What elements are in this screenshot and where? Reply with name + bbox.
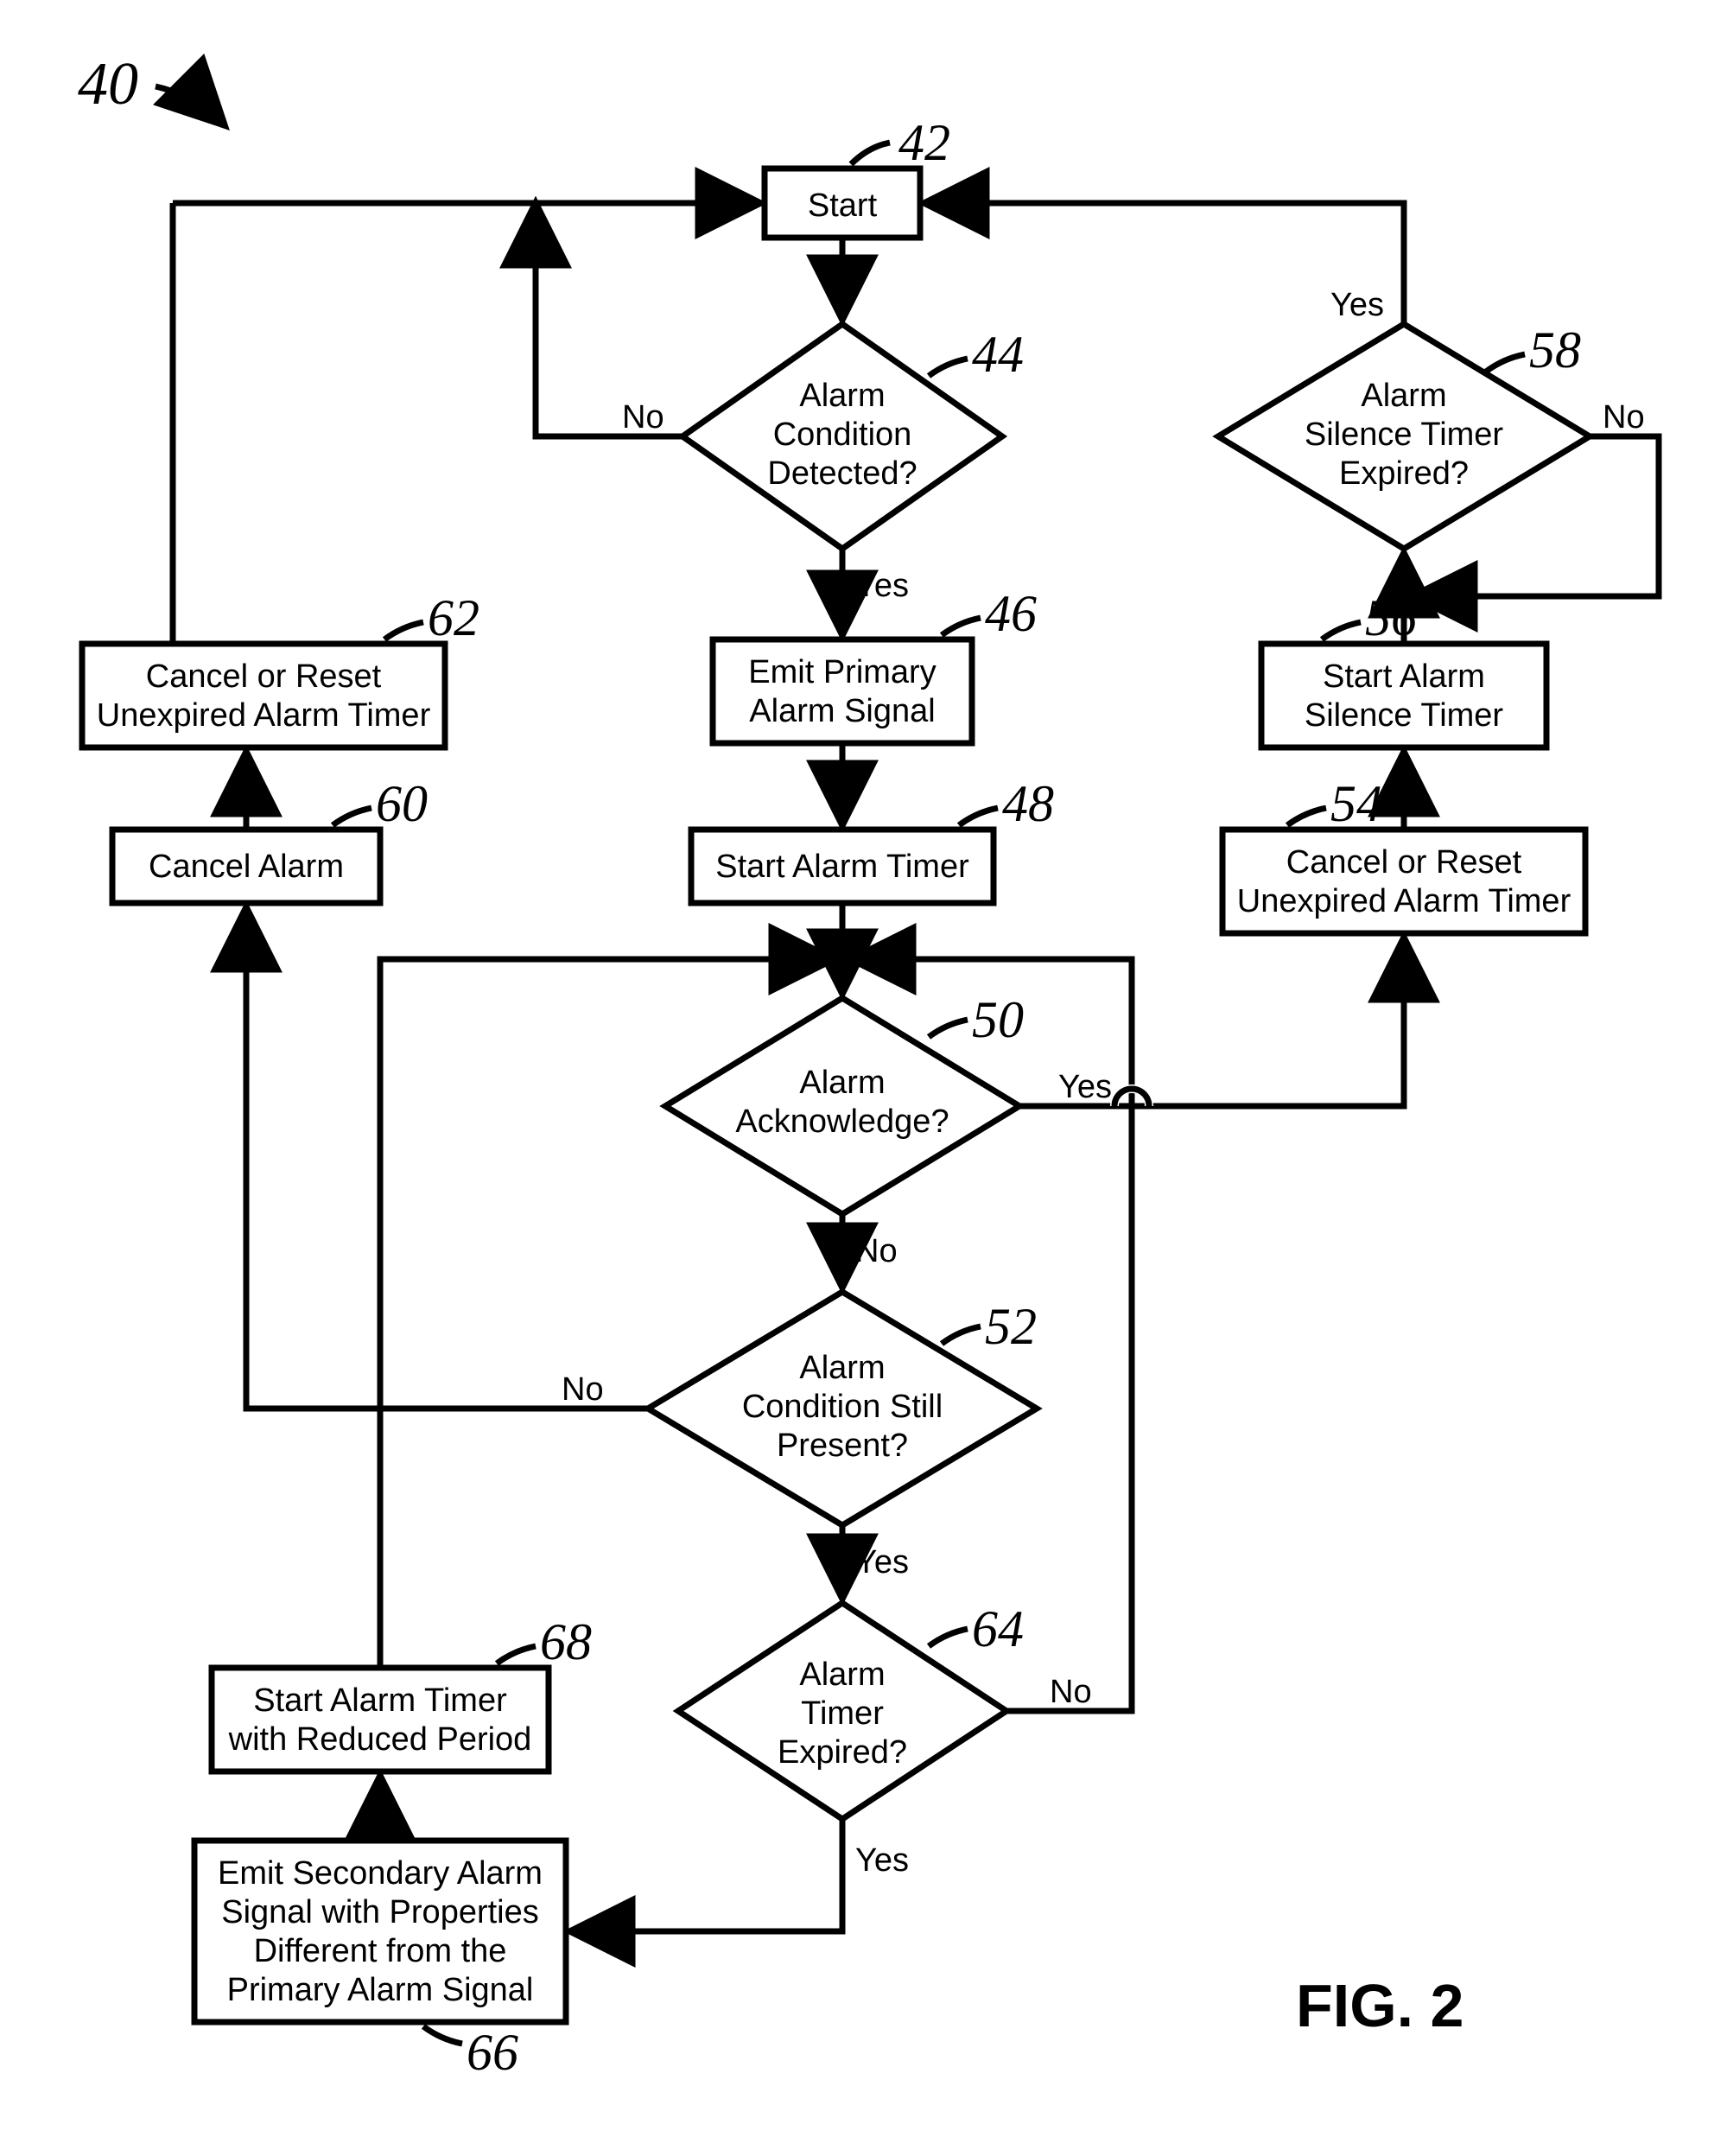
n58-l1: Alarm: [1361, 378, 1446, 414]
n60-l1: Cancel Alarm: [149, 849, 344, 885]
n52-l1: Alarm: [799, 1350, 885, 1386]
n64-l3: Expired?: [778, 1734, 907, 1771]
ref-46: 46: [985, 585, 1037, 642]
n46-l1: Emit Primary: [748, 654, 936, 690]
lbl-64-no: No: [1050, 1674, 1092, 1710]
lbl-50-yes: Yes: [1058, 1069, 1112, 1105]
ref-hook-56: [1322, 622, 1361, 639]
lbl-44-yes: Yes: [855, 568, 909, 604]
n66-l2: Signal with Properties: [221, 1894, 539, 1930]
n54-l1: Cancel or Reset: [1286, 844, 1522, 881]
ref-hook-46: [942, 618, 981, 635]
ref-64: 64: [972, 1600, 1024, 1657]
ref-hook-50: [929, 1020, 968, 1037]
edge-52-no: [246, 907, 648, 1409]
ref-52: 52: [985, 1298, 1037, 1355]
ref-56: 56: [1365, 589, 1417, 646]
ref-hook-62: [384, 622, 423, 639]
n58-l3: Expired?: [1339, 455, 1469, 492]
ref-hook-58: [1486, 354, 1525, 372]
lbl-44-no: No: [622, 399, 664, 436]
ref-hook-68: [497, 1646, 536, 1663]
ref-44: 44: [972, 326, 1024, 383]
ref-arrow-icon: [156, 86, 225, 125]
ref-hook-60: [333, 808, 371, 825]
lbl-58-yes: Yes: [1330, 287, 1384, 323]
flowchart-svg: 40 Start 42 Alarm Condition Detected? 44…: [0, 0, 1727, 2156]
ref-58: 58: [1529, 321, 1581, 378]
lbl-52-no: No: [562, 1371, 604, 1408]
n50-l1: Alarm: [799, 1065, 885, 1101]
ref-hook-52: [942, 1326, 981, 1344]
n44-l3: Detected?: [767, 455, 917, 492]
figure-ref-40: 40: [78, 51, 138, 118]
n52-l2: Condition Still: [742, 1389, 943, 1425]
ref-hook-44: [929, 359, 968, 376]
n44-l1: Alarm: [799, 378, 885, 414]
n58-l2: Silence Timer: [1305, 417, 1504, 453]
n48-l1: Start Alarm Timer: [715, 849, 969, 885]
n62-l2: Unexpired Alarm Timer: [97, 697, 431, 734]
n68-l1: Start Alarm Timer: [253, 1682, 507, 1719]
n64-l1: Alarm: [799, 1657, 885, 1693]
ref-48: 48: [1002, 775, 1054, 832]
ref-hook-54: [1287, 808, 1326, 825]
ref-66: 66: [467, 2024, 518, 2081]
ref-60: 60: [376, 775, 428, 832]
ref-hook-48: [959, 808, 998, 825]
ref-50: 50: [972, 991, 1024, 1048]
n66-l4: Primary Alarm Signal: [227, 1972, 534, 2008]
n54-l2: Unexpired Alarm Timer: [1237, 883, 1571, 919]
n56-l1: Start Alarm: [1323, 658, 1485, 695]
ref-54: 54: [1330, 775, 1382, 832]
n64-l2: Timer: [801, 1695, 884, 1732]
n68-l2: with Reduced Period: [228, 1721, 532, 1758]
ref-68: 68: [540, 1613, 592, 1670]
n62-l1: Cancel or Reset: [146, 658, 382, 695]
edge-64-yes: [570, 1819, 842, 1931]
n66-l3: Different from the: [254, 1933, 507, 1969]
n50-l2: Acknowledge?: [735, 1103, 949, 1140]
node-start-label: Start: [808, 188, 878, 224]
lbl-52-yes: Yes: [855, 1544, 909, 1580]
lbl-50-no: No: [855, 1233, 898, 1269]
n46-l2: Alarm Signal: [749, 693, 935, 729]
ref-hook-42: [851, 143, 890, 164]
n52-l3: Present?: [777, 1428, 908, 1464]
lbl-58-no: No: [1603, 399, 1645, 436]
n56-l2: Silence Timer: [1305, 697, 1504, 734]
ref-62: 62: [428, 589, 479, 646]
ref-42: 42: [898, 114, 950, 171]
n44-l2: Condition: [773, 417, 912, 453]
figure-caption: FIG. 2: [1296, 1972, 1464, 2039]
ref-hook-64: [929, 1629, 968, 1646]
n66-l1: Emit Secondary Alarm: [218, 1855, 543, 1892]
lbl-64-yes: Yes: [855, 1842, 909, 1879]
ref-hook-66: [423, 2026, 462, 2044]
